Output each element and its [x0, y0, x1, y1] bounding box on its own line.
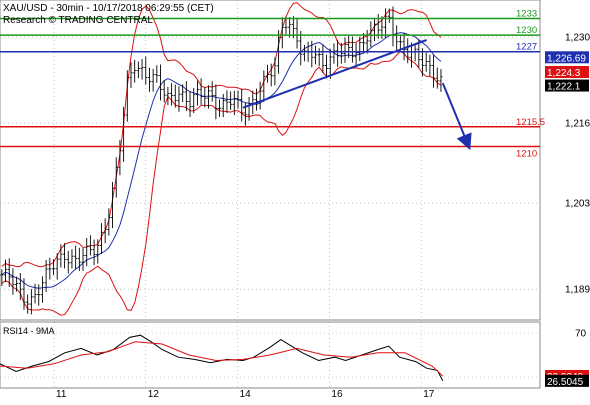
- level-label: 1215.5: [516, 117, 545, 128]
- price-tick-label: 1,230: [565, 32, 590, 43]
- price-layer: [0, 6, 443, 315]
- date-tick-label: 12: [148, 389, 160, 400]
- levels-layer: 1233 1230 1227 1215.5 1210: [0, 8, 545, 159]
- level-label: 1227: [516, 42, 537, 53]
- price-tick-label: 1,189: [565, 285, 590, 296]
- level-label: 1210: [516, 148, 537, 159]
- rsi-panel-frame: [0, 321, 541, 389]
- price-tick-label: 1,216: [565, 119, 590, 130]
- chart-title: XAU/USD - 30min - 10/17/2018 06:29:55 (C…: [3, 3, 214, 14]
- trend-line: [242, 39, 427, 109]
- level-label: 1230: [516, 25, 537, 36]
- price-badge-label: 1,224.3: [547, 68, 581, 79]
- rsi-badge: [545, 374, 589, 387]
- price-tick-label: 1,203: [565, 199, 590, 210]
- date-tick-label: 17: [423, 389, 435, 400]
- level-label: 1233: [516, 8, 537, 19]
- bollinger-lower: [1, 50, 442, 316]
- date-tick-label: 16: [331, 389, 343, 400]
- moving-average: [1, 32, 442, 289]
- price-badge-label: 1,222.1: [547, 82, 581, 93]
- price-badge-label: 1,226.69: [547, 53, 586, 64]
- price-badge: [545, 66, 589, 78]
- axis-layer: 1,1891,2031,2161,230307011121416171,226.…: [56, 32, 590, 400]
- price-badge: [545, 79, 589, 92]
- projection-arrow: [441, 82, 472, 151]
- rsi-line-9ma: [0, 341, 444, 377]
- price-panel-frame: [0, 0, 541, 321]
- date-tick-label: 11: [56, 389, 67, 400]
- rsi-badge-label: 26.5045: [547, 377, 584, 388]
- rsi-line-rsi14: [0, 334, 444, 382]
- date-tick-label: 14: [240, 389, 252, 400]
- rsi-title: RSI14 - 9MA: [3, 326, 55, 336]
- chart-credit: Research © TRADING CENTRAL: [3, 15, 153, 26]
- rsi-tick-label: 70: [575, 329, 587, 340]
- rsi-layer: [0, 334, 444, 382]
- price-badge: [545, 51, 589, 64]
